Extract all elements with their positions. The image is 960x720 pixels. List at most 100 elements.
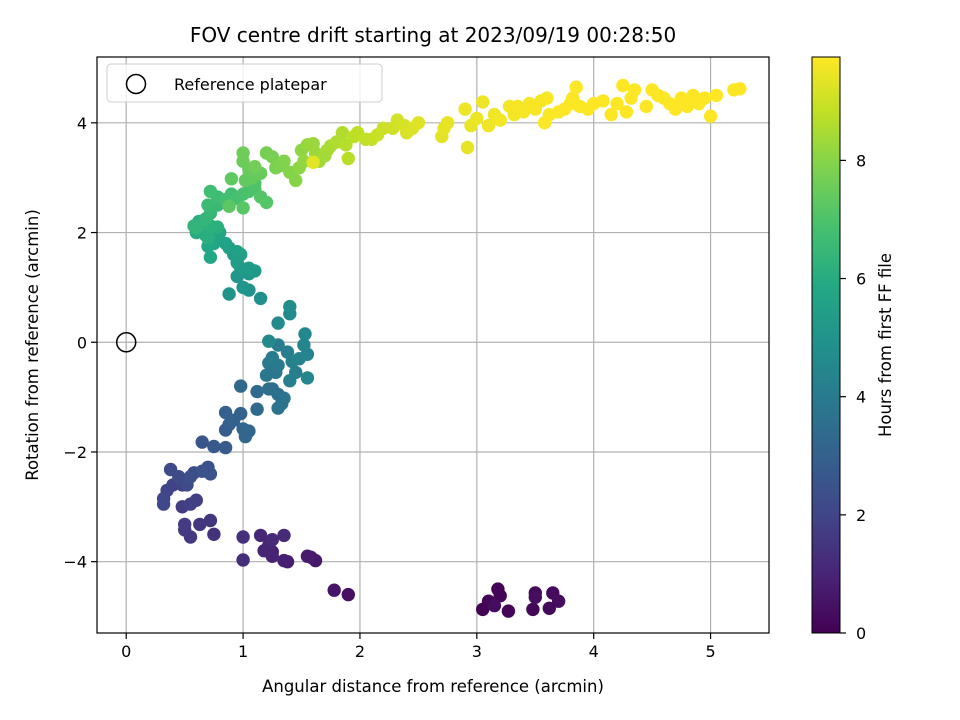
- data-point: [201, 231, 215, 245]
- data-point: [733, 82, 747, 96]
- data-point: [283, 299, 297, 314]
- data-point: [298, 327, 312, 341]
- colorbar-tick-label: 8: [856, 151, 866, 170]
- data-point: [201, 198, 215, 212]
- data-point: [222, 199, 236, 213]
- data-point: [195, 464, 209, 478]
- x-tick-label: 1: [238, 642, 248, 661]
- data-point: [458, 102, 472, 116]
- data-point: [283, 374, 297, 388]
- x-tick-label: 4: [589, 642, 599, 661]
- data-point: [236, 553, 250, 567]
- y-axis-label: Rotation from reference (arcmin): [23, 209, 42, 481]
- data-point: [487, 598, 502, 613]
- plot-frame: [96, 56, 770, 634]
- data-point: [271, 401, 285, 415]
- data-point: [172, 470, 186, 484]
- data-point: [476, 95, 490, 109]
- data-point: [709, 88, 724, 103]
- data-point: [481, 118, 496, 133]
- data-point: [335, 126, 350, 140]
- colorbar: [811, 56, 841, 634]
- data-point: [187, 219, 201, 233]
- data-point: [207, 439, 221, 454]
- data-point: [262, 334, 276, 348]
- data-point: [604, 107, 618, 122]
- data-point: [253, 291, 268, 306]
- legend-marker-icon: [125, 73, 147, 95]
- data-point: [300, 371, 315, 385]
- data-point: [236, 280, 250, 295]
- legend-entry-reference-platepar: Reference platepar: [174, 75, 327, 94]
- data-point: [537, 116, 552, 130]
- data-point: [277, 154, 291, 168]
- data-point: [596, 94, 610, 108]
- data-point: [680, 99, 694, 114]
- reference-point: [115, 332, 137, 353]
- grid: [97, 57, 769, 633]
- x-tick-label: 3: [472, 642, 482, 661]
- data-point: [222, 287, 236, 301]
- data-point: [234, 379, 248, 393]
- y-tick-label: −2: [63, 443, 87, 462]
- data-point: [341, 151, 355, 166]
- data-point: [257, 544, 271, 558]
- y-tick-label: −4: [63, 553, 87, 572]
- data-point: [341, 587, 355, 602]
- data-point: [569, 80, 583, 94]
- data-point: [627, 83, 642, 97]
- data-point: [203, 513, 218, 528]
- data-point: [327, 583, 341, 597]
- colorbar-tick-label: 6: [856, 270, 866, 289]
- data-point: [616, 78, 630, 93]
- data-point: [234, 406, 248, 421]
- data-point: [156, 497, 171, 511]
- y-axis-ticks: −4 −2 0 2 4: [63, 114, 97, 572]
- data-point: [540, 91, 554, 105]
- data-point: [203, 250, 218, 264]
- data-point: [639, 99, 653, 114]
- data-point: [277, 528, 291, 543]
- data-point: [526, 602, 540, 617]
- data-point: [542, 601, 556, 615]
- data-point: [289, 173, 303, 188]
- legend: Reference platepar: [106, 63, 383, 103]
- reference-platepar-marker: [115, 332, 137, 353]
- x-axis-label: Angular distance from reference (arcmin): [262, 677, 604, 696]
- data-point: [236, 201, 250, 215]
- y-tick-label: 0: [77, 333, 87, 352]
- data-point: [183, 497, 198, 511]
- data-point: [203, 184, 218, 199]
- legend-box: [106, 63, 383, 103]
- data-point: [207, 527, 221, 541]
- data-point: [551, 594, 566, 608]
- data-point: [230, 245, 244, 259]
- colorbar-tick-label: 0: [856, 624, 866, 643]
- data-point: [195, 435, 209, 449]
- data-point: [242, 261, 256, 275]
- data-point: [460, 140, 475, 155]
- data-point: [300, 549, 315, 563]
- data-point: [250, 384, 264, 399]
- x-axis-ticks: 0 1 2 3 4 5: [121, 633, 716, 661]
- data-point: [493, 589, 507, 603]
- data-point: [306, 155, 320, 169]
- data-point: [376, 121, 390, 135]
- data-point: [265, 533, 279, 547]
- data-point: [271, 316, 285, 330]
- y-tick-label: 2: [77, 224, 87, 243]
- data-point: [277, 553, 291, 568]
- data-point: [265, 150, 279, 164]
- data-point: [253, 528, 268, 543]
- data-point: [493, 113, 507, 127]
- data-point: [248, 160, 262, 174]
- data-points: [156, 78, 747, 618]
- data-point: [528, 590, 542, 604]
- data-point: [610, 96, 624, 111]
- data-point: [668, 102, 683, 116]
- data-point: [619, 105, 634, 119]
- data-point: [218, 440, 233, 455]
- data-point: [265, 350, 279, 365]
- data-point: [236, 146, 250, 160]
